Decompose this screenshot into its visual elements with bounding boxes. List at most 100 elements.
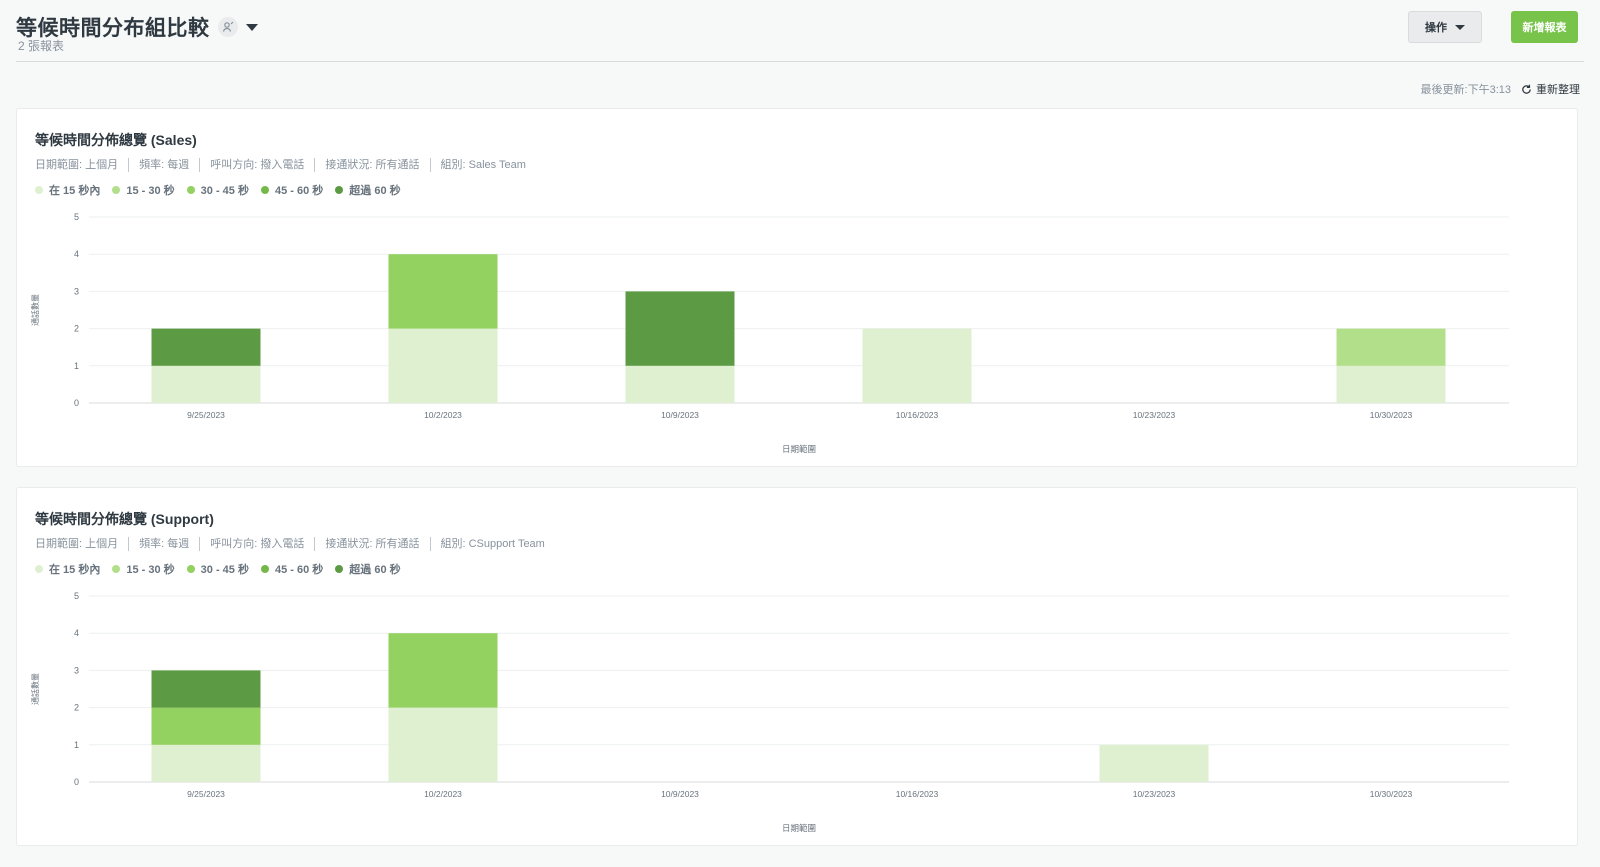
report-card-support: 等候時間分佈總覽 (Support) 日期範圍: 上個月 頻率: 每週 呼叫方向… <box>16 487 1578 846</box>
y-tick-label: 0 <box>74 398 79 408</box>
x-tick-label: 10/9/2023 <box>661 410 699 420</box>
y-tick-label: 1 <box>74 740 79 750</box>
bar-segment <box>1099 744 1209 782</box>
legend-swatch <box>186 186 195 194</box>
actions-button-label: 操作 <box>1425 22 1447 34</box>
x-tick-label: 10/9/2023 <box>661 789 699 799</box>
x-tick-label: 10/23/2023 <box>1133 410 1176 420</box>
y-tick-label: 0 <box>74 777 79 787</box>
refresh-icon <box>1522 84 1531 94</box>
y-tick-label: 3 <box>74 286 79 296</box>
page-title: 等候時間分布組比較 <box>16 17 210 40</box>
filter-frequency: 頻率: 每週 <box>128 537 199 551</box>
title-row: 等候時間分布組比較 <box>16 12 258 42</box>
y-axis-label: 通話數量 <box>30 294 40 326</box>
bar-segment <box>388 328 498 403</box>
last-updated-text: 最後更新:下午3:13 <box>1420 84 1511 96</box>
refresh-button[interactable]: 重新整理 <box>1521 81 1580 97</box>
y-tick-label: 4 <box>74 628 79 638</box>
bar-segment <box>151 707 261 745</box>
bar-segment <box>151 365 261 403</box>
x-tick-label: 10/30/2023 <box>1370 789 1413 799</box>
new-report-button[interactable]: 新增報表 <box>1511 11 1578 43</box>
filter-connection-status: 接通狀況: 所有通話 <box>314 158 429 172</box>
refresh-label: 重新整理 <box>1536 84 1580 96</box>
legend-item[interactable]: 15 - 30 秒 <box>112 561 175 577</box>
filter-call-direction: 呼叫方向: 撥入電話 <box>199 537 314 551</box>
x-tick-label: 9/25/2023 <box>187 410 225 420</box>
y-tick-label: 4 <box>74 249 79 259</box>
y-tick-label: 5 <box>74 212 79 222</box>
bar-segment <box>625 365 735 403</box>
legend-swatch <box>335 186 344 194</box>
legend-item[interactable]: 在 15 秒內 <box>35 182 100 198</box>
legend-item[interactable]: 45 - 60 秒 <box>260 182 324 198</box>
filter-date-range: 日期範圍: 上個月 <box>35 159 119 171</box>
stacked-bar-chart: 0 1 2 3 4 5 通話數量 9/25/2023 10/2/2023 10/9/2023 10/… <box>30 591 1509 833</box>
y-tick-label: 3 <box>74 665 79 675</box>
actions-button[interactable]: 操作 <box>1408 11 1482 43</box>
report-title: 等候時間分佈總覽 (Sales) <box>35 132 197 148</box>
report-title: 等候時間分佈總覽 (Support) <box>35 511 214 527</box>
x-axis-label: 日期範圍 <box>782 444 816 454</box>
bar-segment <box>151 670 261 708</box>
x-tick-label: 10/2/2023 <box>424 410 462 420</box>
page-header: 等候時間分布組比較 2 張報表 操作 新增報表 <box>16 8 1584 62</box>
legend-swatch <box>112 565 121 573</box>
legend-item[interactable]: 30 - 45 秒 <box>186 561 249 577</box>
legend-item[interactable]: 15 - 30 秒 <box>112 182 175 198</box>
legend-swatch <box>112 186 121 194</box>
x-tick-label: 10/23/2023 <box>1133 789 1176 799</box>
y-tick-label: 5 <box>74 591 79 601</box>
legend-label: 45 - 60 秒 <box>274 185 324 197</box>
bar-segment <box>625 291 735 366</box>
x-tick-label: 9/25/2023 <box>187 789 225 799</box>
legend-item[interactable]: 超過 60 秒 <box>335 561 401 577</box>
legend-label: 超過 60 秒 <box>349 185 401 197</box>
legend-item[interactable]: 45 - 60 秒 <box>260 561 323 577</box>
x-tick-label: 10/16/2023 <box>896 410 939 420</box>
x-tick-label: 10/30/2023 <box>1370 410 1413 420</box>
legend-swatch <box>260 186 269 194</box>
legend-swatch <box>335 565 344 573</box>
legend-item[interactable]: 30 - 45 秒 <box>186 182 249 198</box>
legend-swatch <box>35 565 43 573</box>
legend-label: 30 - 45 秒 <box>200 564 249 576</box>
shared-users-icon[interactable] <box>217 17 238 37</box>
legend-label: 15 - 30 秒 <box>126 185 175 197</box>
bar-segment <box>1336 365 1446 403</box>
bar-segment <box>151 328 261 366</box>
title-dropdown-caret-icon[interactable] <box>245 23 258 31</box>
legend-label: 超過 60 秒 <box>349 564 401 576</box>
chart-legend: 在 15 秒內 15 - 30 秒 30 - 45 秒 45 - 60 秒 超過 60 … <box>35 561 401 577</box>
legend-label: 30 - 45 秒 <box>200 185 249 197</box>
x-tick-label: 10/2/2023 <box>424 789 462 799</box>
bar-segment <box>388 633 498 708</box>
legend-swatch <box>186 565 195 573</box>
stacked-bar-chart: 0 1 2 3 4 5 通話數量 9/25/2023 10/2/2023 10/9/2023 10/… <box>30 212 1509 454</box>
legend-item[interactable]: 在 15 秒內 <box>35 561 100 577</box>
bar-segment <box>388 707 498 782</box>
filter-connection-status: 接通狀況: 所有通話 <box>314 537 429 551</box>
bar-segment <box>1336 328 1446 366</box>
report-filters: 日期範圍: 上個月 頻率: 每週 呼叫方向: 撥入電話 接通狀況: 所有通話 組… <box>35 537 555 551</box>
chart-legend: 在 15 秒內 15 - 30 秒 30 - 45 秒 45 - 60 秒 超過 60 … <box>35 182 401 198</box>
y-tick-label: 1 <box>74 361 79 371</box>
legend-label: 在 15 秒內 <box>49 185 101 197</box>
filter-group: 組別: CSupport Team <box>429 537 555 551</box>
filter-call-direction: 呼叫方向: 撥入電話 <box>199 158 314 172</box>
x-tick-label: 10/16/2023 <box>896 789 939 799</box>
bar-segment <box>151 744 261 782</box>
legend-swatch <box>35 186 43 194</box>
report-card-sales: 等候時間分佈總覽 (Sales) 日期範圍: 上個月 頻率: 每週 呼叫方向: … <box>16 108 1578 467</box>
filter-frequency: 頻率: 每週 <box>128 158 199 172</box>
legend-swatch <box>260 565 269 573</box>
filter-group: 組別: Sales Team <box>429 158 536 172</box>
y-axis-label: 通話數量 <box>30 673 40 705</box>
report-count: 2 張報表 <box>18 39 65 53</box>
legend-item[interactable]: 超過 60 秒 <box>335 182 401 198</box>
filter-date-range: 日期範圍: 上個月 <box>35 538 119 550</box>
bar-segment <box>862 328 972 403</box>
bar-segment <box>388 254 498 329</box>
legend-label: 在 15 秒內 <box>49 564 101 576</box>
